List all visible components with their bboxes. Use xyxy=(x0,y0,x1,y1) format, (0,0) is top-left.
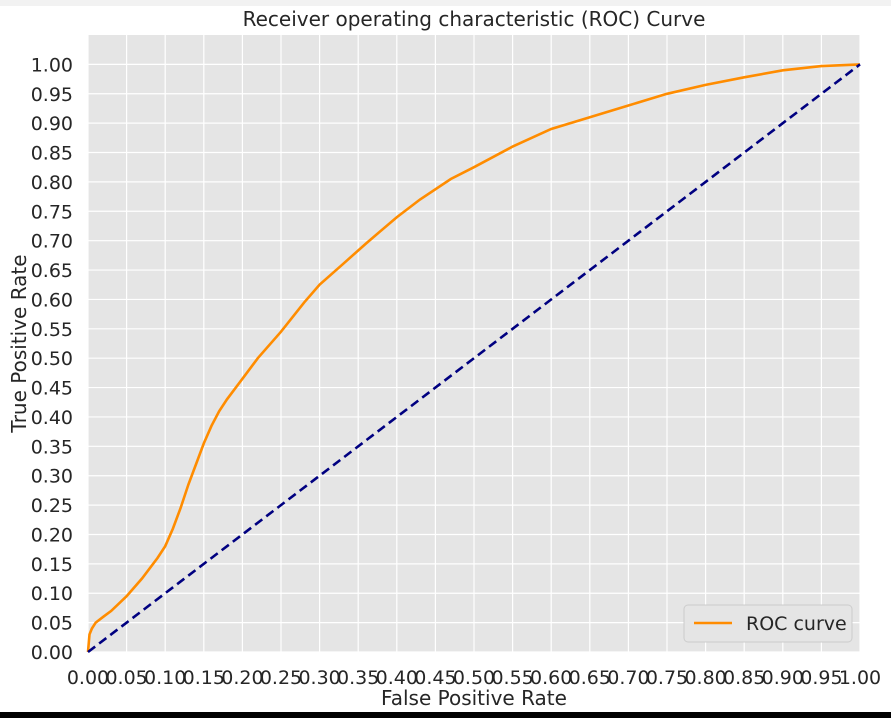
x-tick-label: 0.55 xyxy=(491,667,533,689)
y-axis-label: True Positive Rate xyxy=(7,254,31,433)
y-tick-label: 0.45 xyxy=(31,378,73,400)
y-tick-label: 0.75 xyxy=(31,201,73,223)
legend: ROC curve xyxy=(683,604,853,643)
y-tick-label: 0.35 xyxy=(31,436,73,458)
window-bottom-strip xyxy=(0,712,891,718)
series-layer xyxy=(86,63,861,654)
x-axis-label: False Positive Rate xyxy=(381,686,567,710)
x-tick-label: 0.95 xyxy=(800,667,842,689)
x-tick-label: 0.45 xyxy=(414,667,456,689)
x-tick-label: 0.80 xyxy=(684,667,726,689)
y-tick-label: 0.40 xyxy=(31,407,73,429)
x-tick-label: 0.15 xyxy=(183,667,225,689)
y-tick-label: 0.15 xyxy=(31,554,73,576)
y-tick-label: 0.55 xyxy=(31,319,73,341)
y-tick-label: 0.85 xyxy=(31,143,73,165)
legend-label-roc-curve: ROC curve xyxy=(746,613,847,635)
x-tick-label: 0.30 xyxy=(298,667,340,689)
y-tick-label: 0.60 xyxy=(31,289,73,311)
y-tick-label: 0.30 xyxy=(31,466,73,488)
x-tick-labels: 0.000.050.100.150.200.250.300.350.400.45… xyxy=(67,667,881,689)
window-top-strip xyxy=(0,0,891,6)
y-tick-label: 1.00 xyxy=(31,54,73,76)
x-tick-label: 0.60 xyxy=(530,667,572,689)
x-tick-label: 1.00 xyxy=(839,667,881,689)
y-tick-label: 0.70 xyxy=(31,231,73,253)
chance-diagonal-line xyxy=(87,63,861,654)
x-tick-label: 0.00 xyxy=(67,667,109,689)
x-tick-label: 0.90 xyxy=(762,667,804,689)
x-tick-label: 0.40 xyxy=(376,667,418,689)
y-tick-label: 0.80 xyxy=(31,172,73,194)
x-tick-label: 0.75 xyxy=(646,667,688,689)
y-tick-label: 0.05 xyxy=(31,613,73,635)
x-tick-label: 0.35 xyxy=(337,667,379,689)
roc-curve-line xyxy=(86,63,861,653)
x-tick-label: 0.10 xyxy=(144,667,186,689)
y-tick-labels: 0.00 0.05 0.10 0.15 0.20 0.25 0.30 0.35 0.40 0.45… xyxy=(31,54,73,664)
y-tick-label: 0.65 xyxy=(31,260,73,282)
grid-vertical xyxy=(87,35,861,652)
chart-title: Receiver operating characteristic (ROC) … xyxy=(243,7,706,31)
y-tick-label: 0.10 xyxy=(31,583,73,605)
x-tick-label: 0.20 xyxy=(221,667,263,689)
y-tick-label: 0.25 xyxy=(31,495,73,517)
x-tick-label: 0.70 xyxy=(607,667,649,689)
y-tick-label: 0.95 xyxy=(31,84,73,106)
y-tick-label: 0.50 xyxy=(31,348,73,370)
x-tick-label: 0.50 xyxy=(453,667,495,689)
x-tick-label: 0.25 xyxy=(260,667,302,689)
x-tick-label: 0.85 xyxy=(723,667,765,689)
x-tick-label: 0.65 xyxy=(569,667,611,689)
x-tick-label: 0.05 xyxy=(105,667,147,689)
y-tick-label: 0.90 xyxy=(31,113,73,135)
y-tick-label: 0.20 xyxy=(31,524,73,546)
legend-box xyxy=(683,604,853,643)
y-tick-label: 0.00 xyxy=(31,642,73,664)
